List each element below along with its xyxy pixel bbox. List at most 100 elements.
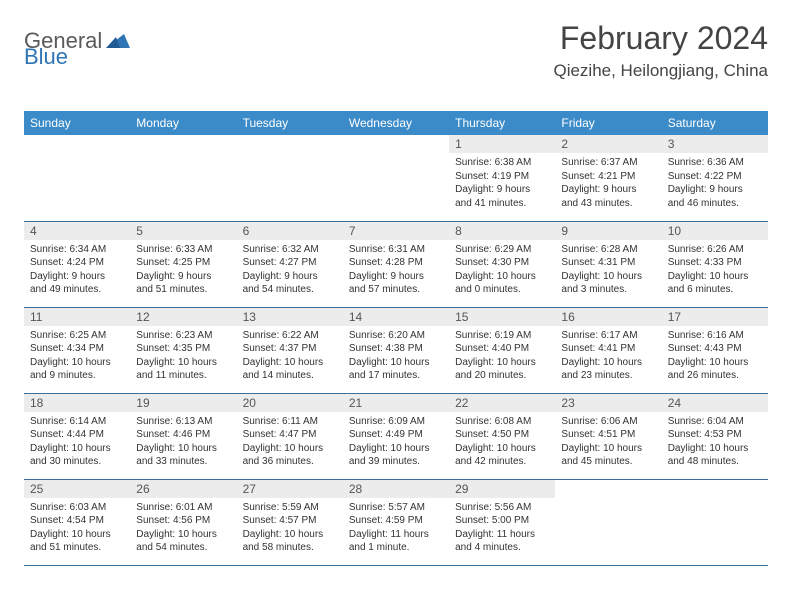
sunrise-text: Sunrise: 6:14 AM	[30, 415, 124, 429]
calendar-cell: 3 Sunrise: 6:36 AMSunset: 4:22 PMDaylight…	[662, 135, 768, 221]
weekday-header: Saturday	[662, 111, 768, 135]
day-number: 4	[24, 222, 130, 240]
sunrise-text: Sunrise: 6:32 AM	[243, 243, 337, 257]
calendar-cell: 26Sunrise: 6:01 AMSunset: 4:56 PMDayligh…	[130, 479, 236, 565]
calendar-cell	[343, 135, 449, 221]
calendar-cell: 14Sunrise: 6:20 AMSunset: 4:38 PMDayligh…	[343, 307, 449, 393]
sunset-text: Sunset: 4:57 PM	[243, 514, 337, 528]
sunset-text: Sunset: 4:50 PM	[455, 428, 549, 442]
day-number: 3	[662, 135, 768, 153]
day-number: 12	[130, 308, 236, 326]
day-number: 21	[343, 394, 449, 412]
day-number: 18	[24, 394, 130, 412]
daylight-text: Daylight: 9 hours and 41 minutes.	[455, 183, 549, 210]
day-info: Sunrise: 6:01 AMSunset: 4:56 PMDaylight:…	[130, 498, 236, 558]
day-number: 28	[343, 480, 449, 498]
day-number: 14	[343, 308, 449, 326]
day-info: Sunrise: 6:31 AMSunset: 4:28 PMDaylight:…	[343, 240, 449, 300]
daylight-text: Daylight: 10 hours and 20 minutes.	[455, 356, 549, 383]
daylight-text: Daylight: 10 hours and 14 minutes.	[243, 356, 337, 383]
sunset-text: Sunset: 4:24 PM	[30, 256, 124, 270]
sunset-text: Sunset: 4:22 PM	[668, 170, 762, 184]
sunset-text: Sunset: 4:30 PM	[455, 256, 549, 270]
day-info: Sunrise: 6:17 AMSunset: 4:41 PMDaylight:…	[555, 326, 661, 386]
daylight-text: Daylight: 10 hours and 26 minutes.	[668, 356, 762, 383]
daylight-text: Daylight: 10 hours and 23 minutes.	[561, 356, 655, 383]
day-info: Sunrise: 6:38 AMSunset: 4:19 PMDaylight:…	[449, 153, 555, 213]
sunrise-text: Sunrise: 6:03 AM	[30, 501, 124, 515]
day-info: Sunrise: 6:09 AMSunset: 4:49 PMDaylight:…	[343, 412, 449, 472]
calendar-cell: 21Sunrise: 6:09 AMSunset: 4:49 PMDayligh…	[343, 393, 449, 479]
calendar-cell: 20Sunrise: 6:11 AMSunset: 4:47 PMDayligh…	[237, 393, 343, 479]
weekday-header: Sunday	[24, 111, 130, 135]
sunrise-text: Sunrise: 6:26 AM	[668, 243, 762, 257]
sunset-text: Sunset: 4:34 PM	[30, 342, 124, 356]
sunset-text: Sunset: 4:41 PM	[561, 342, 655, 356]
sunrise-text: Sunrise: 6:09 AM	[349, 415, 443, 429]
sunset-text: Sunset: 4:25 PM	[136, 256, 230, 270]
calendar-cell: 5Sunrise: 6:33 AMSunset: 4:25 PMDaylight…	[130, 221, 236, 307]
daylight-text: Daylight: 10 hours and 6 minutes.	[668, 270, 762, 297]
sunrise-text: Sunrise: 6:25 AM	[30, 329, 124, 343]
sunset-text: Sunset: 4:27 PM	[243, 256, 337, 270]
daylight-text: Daylight: 10 hours and 51 minutes.	[30, 528, 124, 555]
day-info: Sunrise: 6:29 AMSunset: 4:30 PMDaylight:…	[449, 240, 555, 300]
day-info: Sunrise: 6:11 AMSunset: 4:47 PMDaylight:…	[237, 412, 343, 472]
sunset-text: Sunset: 5:00 PM	[455, 514, 549, 528]
sunrise-text: Sunrise: 6:06 AM	[561, 415, 655, 429]
calendar-cell: 2Sunrise: 6:37 AMSunset: 4:21 PMDaylight…	[555, 135, 661, 221]
sunrise-text: Sunrise: 6:36 AM	[668, 156, 762, 170]
daylight-text: Daylight: 10 hours and 9 minutes.	[30, 356, 124, 383]
calendar-cell: 18 Sunrise: 6:14 AMSunset: 4:44 PMDayligh…	[24, 393, 130, 479]
sunrise-text: Sunrise: 5:57 AM	[349, 501, 443, 515]
sunrise-text: Sunrise: 6:31 AM	[349, 243, 443, 257]
sunrise-text: Sunrise: 6:01 AM	[136, 501, 230, 515]
day-number: 24	[662, 394, 768, 412]
sunset-text: Sunset: 4:31 PM	[561, 256, 655, 270]
calendar-cell: 23Sunrise: 6:06 AMSunset: 4:51 PMDayligh…	[555, 393, 661, 479]
sunset-text: Sunset: 4:56 PM	[136, 514, 230, 528]
sunrise-text: Sunrise: 6:17 AM	[561, 329, 655, 343]
sunset-text: Sunset: 4:35 PM	[136, 342, 230, 356]
calendar-cell: 25Sunrise: 6:03 AMSunset: 4:54 PMDayligh…	[24, 479, 130, 565]
calendar-cell: 1Sunrise: 6:38 AMSunset: 4:19 PMDaylight…	[449, 135, 555, 221]
weekday-header: Tuesday	[237, 111, 343, 135]
day-info: Sunrise: 6:33 AMSunset: 4:25 PMDaylight:…	[130, 240, 236, 300]
calendar-cell: 11Sunrise: 6:25 AMSunset: 4:34 PMDayligh…	[24, 307, 130, 393]
day-number: 19	[130, 394, 236, 412]
sunrise-text: Sunrise: 6:19 AM	[455, 329, 549, 343]
day-info: Sunrise: 6:16 AMSunset: 4:43 PMDaylight:…	[662, 326, 768, 386]
day-number: 7	[343, 222, 449, 240]
calendar-cell: 8Sunrise: 6:29 AMSunset: 4:30 PMDaylight…	[449, 221, 555, 307]
daylight-text: Daylight: 9 hours and 57 minutes.	[349, 270, 443, 297]
daylight-text: Daylight: 9 hours and 54 minutes.	[243, 270, 337, 297]
sunset-text: Sunset: 4:19 PM	[455, 170, 549, 184]
daylight-text: Daylight: 10 hours and 30 minutes.	[30, 442, 124, 469]
sunset-text: Sunset: 4:28 PM	[349, 256, 443, 270]
day-info: Sunrise: 6:25 AMSunset: 4:34 PMDaylight:…	[24, 326, 130, 386]
daylight-text: Daylight: 10 hours and 17 minutes.	[349, 356, 443, 383]
day-number: 27	[237, 480, 343, 498]
day-number: 5	[130, 222, 236, 240]
weekday-header: Monday	[130, 111, 236, 135]
day-number: 23	[555, 394, 661, 412]
calendar-cell	[555, 479, 661, 565]
daylight-text: Daylight: 11 hours and 1 minute.	[349, 528, 443, 555]
sunset-text: Sunset: 4:33 PM	[668, 256, 762, 270]
sunrise-text: Sunrise: 6:28 AM	[561, 243, 655, 257]
day-number: 22	[449, 394, 555, 412]
sunrise-text: Sunrise: 6:04 AM	[668, 415, 762, 429]
day-info: Sunrise: 6:34 AMSunset: 4:24 PMDaylight:…	[24, 240, 130, 300]
calendar-cell: 28Sunrise: 5:57 AMSunset: 4:59 PMDayligh…	[343, 479, 449, 565]
sunrise-text: Sunrise: 6:33 AM	[136, 243, 230, 257]
sunrise-text: Sunrise: 6:37 AM	[561, 156, 655, 170]
sunset-text: Sunset: 4:49 PM	[349, 428, 443, 442]
calendar-cell: 15Sunrise: 6:19 AMSunset: 4:40 PMDayligh…	[449, 307, 555, 393]
sunset-text: Sunset: 4:44 PM	[30, 428, 124, 442]
calendar-row: 11Sunrise: 6:25 AMSunset: 4:34 PMDayligh…	[24, 307, 768, 393]
calendar-row: 4Sunrise: 6:34 AMSunset: 4:24 PMDaylight…	[24, 221, 768, 307]
day-info: Sunrise: 6:06 AMSunset: 4:51 PMDaylight:…	[555, 412, 661, 472]
day-info: Sunrise: 6:37 AMSunset: 4:21 PMDaylight:…	[555, 153, 661, 213]
calendar-cell: 7Sunrise: 6:31 AMSunset: 4:28 PMDaylight…	[343, 221, 449, 307]
daylight-text: Daylight: 9 hours and 46 minutes.	[668, 183, 762, 210]
